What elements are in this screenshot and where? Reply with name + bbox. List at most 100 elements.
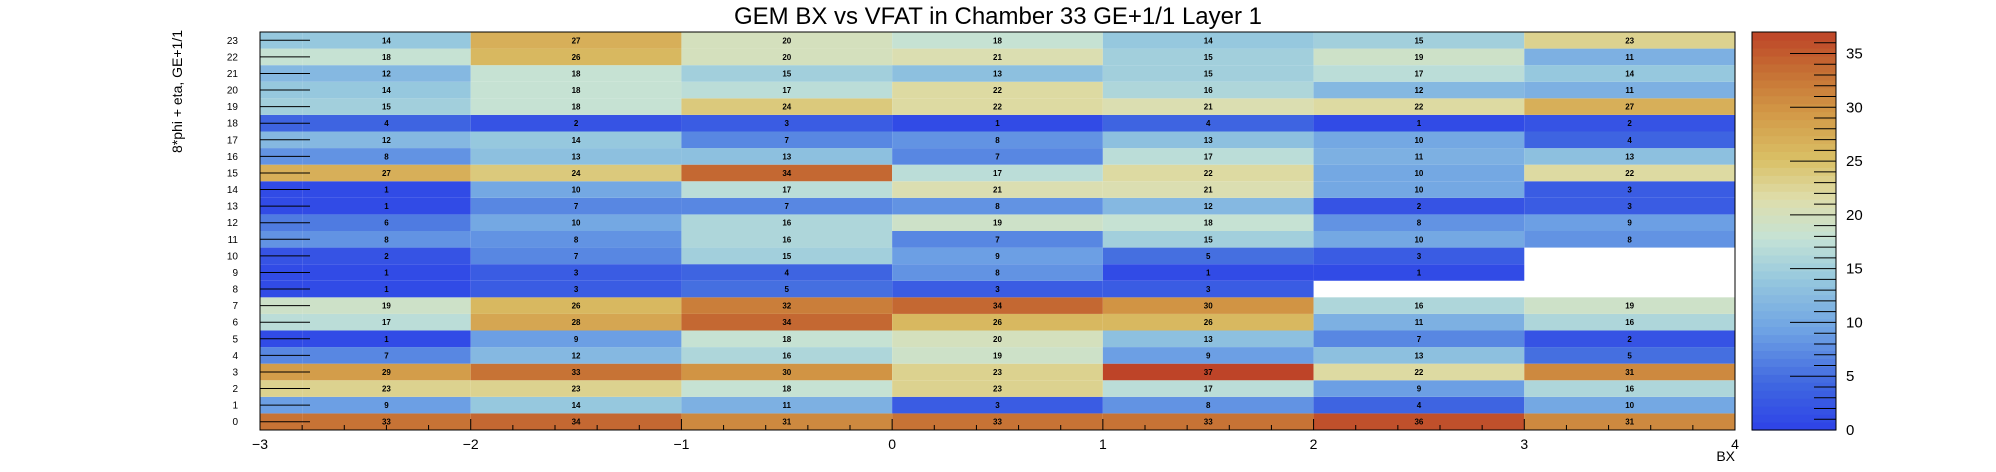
- heatmap-cell: [1313, 396, 1525, 414]
- y-tick-label: 22: [227, 52, 239, 63]
- heatmap-cell: [302, 247, 471, 265]
- colorbar-band: [1752, 191, 1836, 200]
- heatmap-cell: [1102, 313, 1314, 331]
- heatmap-cell: [1524, 363, 1735, 381]
- cell-value-label: 11: [1415, 152, 1424, 161]
- cell-value-label: 34: [993, 302, 1002, 311]
- cell-value-label: 14: [382, 36, 391, 45]
- y-tick-label: 7: [232, 301, 238, 312]
- cell-value-label: 1: [384, 186, 389, 195]
- cell-value-label: 8: [384, 152, 389, 161]
- y-tick-label: 18: [227, 119, 239, 130]
- heatmap-cell: [892, 148, 1103, 165]
- heatmap-cell: [681, 297, 893, 314]
- cell-value-label: 18: [572, 103, 581, 112]
- cell-value-label: 18: [1204, 219, 1213, 228]
- cell-value-label: 8: [995, 136, 1000, 145]
- cell-value-label: 8: [995, 202, 1000, 211]
- cell-value-label: 20: [782, 36, 791, 45]
- heatmap-cell: [1313, 81, 1525, 99]
- heatmap-cell: [1524, 81, 1735, 99]
- cell-value-label: 24: [782, 103, 791, 112]
- cell-value-label: 17: [782, 186, 791, 195]
- cell-value-label: 30: [782, 368, 791, 377]
- cell-value-label: 1: [1206, 268, 1211, 277]
- heatmap-cell: [1102, 131, 1314, 149]
- heatmap-cell: [1524, 313, 1735, 331]
- cell-value-label: 34: [782, 318, 791, 327]
- cell-value-label: 19: [993, 351, 1002, 360]
- colorbar-band: [1752, 422, 1836, 431]
- cell-value-label: 1: [384, 335, 389, 344]
- heatmap-cell: [470, 380, 682, 397]
- heatmap-cell: [1313, 380, 1525, 397]
- cell-value-label: 12: [382, 136, 391, 145]
- cell-value-label: 7: [995, 152, 1000, 161]
- cell-value-label: 31: [782, 418, 791, 427]
- heatmap-cell: [1102, 81, 1314, 99]
- heatmap-cell: [470, 280, 682, 298]
- heatmap-cell: [470, 396, 682, 414]
- heatmap-cell: [1524, 396, 1735, 414]
- heatmap-cell: [470, 164, 682, 182]
- heatmap-cell: [681, 164, 893, 182]
- cell-value-label: 2: [1417, 202, 1422, 211]
- heatmap-cell: [470, 98, 682, 115]
- cell-value-label: 7: [785, 202, 790, 211]
- heatmap-cell: [470, 181, 682, 198]
- colorbar-tick-label: 15: [1846, 261, 1863, 278]
- plot-frame: [259, 31, 1736, 431]
- cell-value-label: 10: [572, 186, 581, 195]
- heatmap-cell: [470, 247, 682, 265]
- heatmap-cell: [1524, 197, 1735, 215]
- cell-value-label: 2: [1627, 119, 1632, 128]
- cell-value-label: 11: [1415, 318, 1424, 327]
- cell-value-label: 10: [1414, 169, 1423, 178]
- colorbar-band: [1752, 87, 1836, 97]
- colorbar-band: [1752, 294, 1836, 304]
- cell-value-label: 8: [1417, 219, 1422, 228]
- cell-value-label: 16: [1414, 302, 1423, 311]
- chart-title: GEM BX vs VFAT in Chamber 33 GE+1/1 Laye…: [734, 3, 1262, 30]
- heatmap-cell: [470, 347, 682, 364]
- cell-value-label: 33: [1204, 418, 1213, 427]
- cell-value-label: 19: [1414, 53, 1423, 62]
- colorbar-band: [1752, 63, 1836, 73]
- x-tick-label: 1: [1099, 436, 1107, 452]
- heatmap-cell: [892, 330, 1103, 348]
- cell-value-label: 3: [1627, 202, 1632, 211]
- x-axis-label: BX: [1716, 448, 1735, 464]
- heatmap-cell: [470, 413, 682, 430]
- heatmap-cell: [1313, 164, 1525, 182]
- y-tick-label: 14: [227, 185, 239, 196]
- colorbar-band: [1752, 262, 1836, 272]
- heatmap-cell: [302, 197, 471, 215]
- heatmap-cell: [1102, 347, 1314, 364]
- heatmap-cell: [681, 380, 893, 397]
- cell-value-label: 22: [1414, 368, 1423, 377]
- colorbar-tick-label: 35: [1846, 46, 1863, 63]
- cell-value-label: 9: [1206, 351, 1211, 360]
- cell-value-label: 1: [995, 119, 1000, 128]
- heatmap-cell: [470, 81, 682, 99]
- heatmap-cell: [1524, 214, 1735, 231]
- cell-value-label: 17: [1204, 152, 1213, 161]
- cell-value-label: 20: [782, 53, 791, 62]
- heatmap-cell: [1524, 181, 1735, 198]
- cell-value-label: 11: [783, 401, 792, 410]
- cell-value-label: 9: [574, 335, 579, 344]
- cell-value-label: 4: [384, 119, 389, 128]
- colorbar-band: [1752, 119, 1836, 129]
- heatmap-cell: [1102, 231, 1314, 248]
- heatmap-cell: [470, 65, 682, 82]
- heatmap-cell: [1313, 313, 1525, 331]
- cell-value-label: 9: [1417, 385, 1422, 394]
- heatmap-cell: [1313, 131, 1525, 149]
- cell-value-label: 15: [782, 69, 791, 78]
- cell-value-label: 5: [1206, 252, 1211, 261]
- heatmap-cell: [681, 131, 893, 149]
- cell-value-label: 12: [1204, 202, 1213, 211]
- cell-value-label: 26: [1204, 318, 1213, 327]
- cell-value-label: 23: [993, 368, 1002, 377]
- heatmap-cell: [892, 363, 1103, 381]
